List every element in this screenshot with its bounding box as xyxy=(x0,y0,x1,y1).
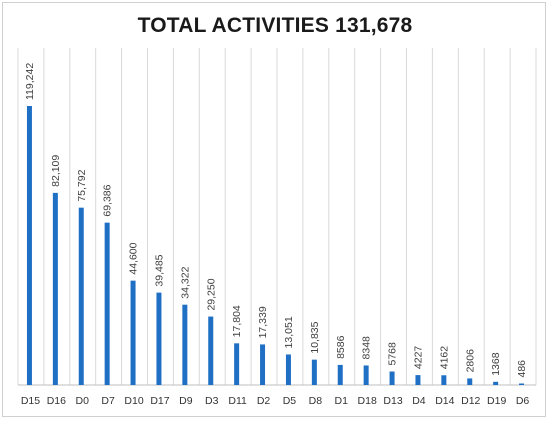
value-label-D9: 34,322 xyxy=(179,266,191,298)
bar-D10 xyxy=(130,280,136,385)
category-label-D15: D15 xyxy=(21,395,40,407)
value-label-D1: 8586 xyxy=(335,335,347,359)
value-label-D12: 2806 xyxy=(464,349,476,373)
value-label-D0: 75,792 xyxy=(76,169,88,201)
category-label-D7: D7 xyxy=(101,395,115,407)
category-label-D19: D19 xyxy=(487,395,506,407)
bar-D3 xyxy=(208,316,214,385)
category-label-D14: D14 xyxy=(435,395,454,407)
category-label-D8: D8 xyxy=(309,395,323,407)
category-label-D5: D5 xyxy=(283,395,297,407)
value-label-D4: 4227 xyxy=(412,346,424,370)
category-label-D2: D2 xyxy=(257,395,271,407)
category-label-D6: D6 xyxy=(516,395,530,407)
value-label-D19: 1368 xyxy=(490,352,502,376)
category-label-D11: D11 xyxy=(228,395,247,407)
value-label-D6: 486 xyxy=(516,360,528,378)
value-label-D14: 4162 xyxy=(438,346,450,370)
category-label-D12: D12 xyxy=(461,395,480,407)
value-label-D16: 82,109 xyxy=(50,155,62,187)
category-label-D18: D18 xyxy=(358,395,377,407)
chart-frame xyxy=(2,2,546,417)
bar-D16 xyxy=(52,192,58,385)
value-label-D3: 29,250 xyxy=(205,278,217,310)
bar-D18 xyxy=(363,365,369,385)
category-label-D1: D1 xyxy=(335,395,349,407)
category-label-D4: D4 xyxy=(412,395,426,407)
bar-D14 xyxy=(441,375,447,385)
value-label-D10: 44,600 xyxy=(128,242,140,274)
bar-D9 xyxy=(182,304,188,385)
value-label-D15: 119,242 xyxy=(24,63,36,100)
category-label-D17: D17 xyxy=(150,395,169,407)
bar-D6 xyxy=(519,383,525,385)
bar-D17 xyxy=(156,292,162,385)
value-label-D11: 17,804 xyxy=(231,305,243,337)
bar-D8 xyxy=(311,359,317,385)
category-label-D13: D13 xyxy=(383,395,402,407)
bar-D0 xyxy=(78,207,84,385)
bar-D11 xyxy=(234,343,240,385)
value-label-D5: 13,051 xyxy=(283,316,295,348)
bar-D15 xyxy=(26,106,32,385)
category-label-D9: D9 xyxy=(179,395,193,407)
bar-D19 xyxy=(493,381,499,385)
bar-D5 xyxy=(285,354,291,385)
value-label-D17: 39,485 xyxy=(153,254,165,286)
value-label-D13: 5768 xyxy=(387,342,399,366)
bar-D7 xyxy=(104,222,110,385)
bar-D2 xyxy=(260,344,266,385)
value-label-D18: 8348 xyxy=(361,336,373,360)
value-label-D7: 69,386 xyxy=(102,184,114,216)
category-label-D16: D16 xyxy=(47,395,66,407)
value-label-D8: 10,835 xyxy=(309,321,321,353)
category-label-D3: D3 xyxy=(205,395,219,407)
value-label-D2: 17,339 xyxy=(257,306,269,338)
chart-title: TOTAL ACTIVITIES 131,678 xyxy=(137,14,413,37)
bar-D4 xyxy=(415,375,421,385)
bar-D13 xyxy=(389,371,395,385)
bar-D1 xyxy=(337,364,343,385)
category-label-D0: D0 xyxy=(76,395,90,407)
bar-D12 xyxy=(467,378,473,385)
category-label-D10: D10 xyxy=(124,395,143,407)
